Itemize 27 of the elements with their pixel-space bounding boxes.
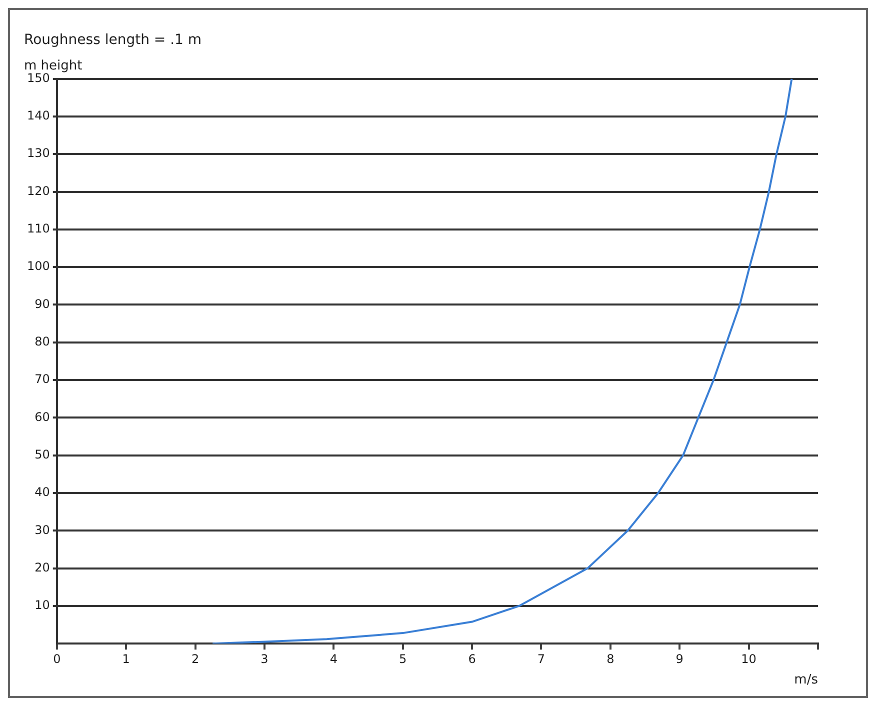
y-tick-label: 50 bbox=[34, 447, 50, 462]
x-tick-label: 7 bbox=[537, 652, 546, 666]
chart-title: Roughness length = .1 m bbox=[24, 32, 202, 48]
y-tick-label: 10 bbox=[34, 598, 50, 612]
x-axis-title: m/s bbox=[794, 672, 818, 688]
y-tick-label: 40 bbox=[34, 485, 50, 500]
x-tick-label: 10 bbox=[741, 652, 756, 666]
x-tick-label: 2 bbox=[191, 652, 200, 666]
x-tick-label: 4 bbox=[330, 652, 338, 666]
y-tick-label: 60 bbox=[34, 410, 50, 424]
x-tick-label: 8 bbox=[606, 652, 614, 666]
x-tick-label: 3 bbox=[260, 652, 268, 666]
x-tick-label: 9 bbox=[676, 652, 684, 666]
x-tick-label: 0 bbox=[53, 652, 61, 666]
y-tick-label: 80 bbox=[34, 334, 50, 348]
x-tick-label: 1 bbox=[122, 652, 130, 666]
y-tick-label: 20 bbox=[34, 560, 50, 574]
y-tick-label: 100 bbox=[27, 259, 50, 274]
y-tick-label: 70 bbox=[34, 372, 50, 386]
x-tick-label: 6 bbox=[468, 652, 476, 666]
x-tick-label: 5 bbox=[399, 652, 407, 666]
y-tick-label: 90 bbox=[34, 296, 50, 311]
y-tick-label: 110 bbox=[27, 222, 50, 236]
y-tick-label: 140 bbox=[27, 108, 50, 123]
y-tick-label: 130 bbox=[27, 146, 50, 160]
y-tick-label: 30 bbox=[34, 522, 50, 537]
y-tick-label: 120 bbox=[27, 184, 50, 198]
